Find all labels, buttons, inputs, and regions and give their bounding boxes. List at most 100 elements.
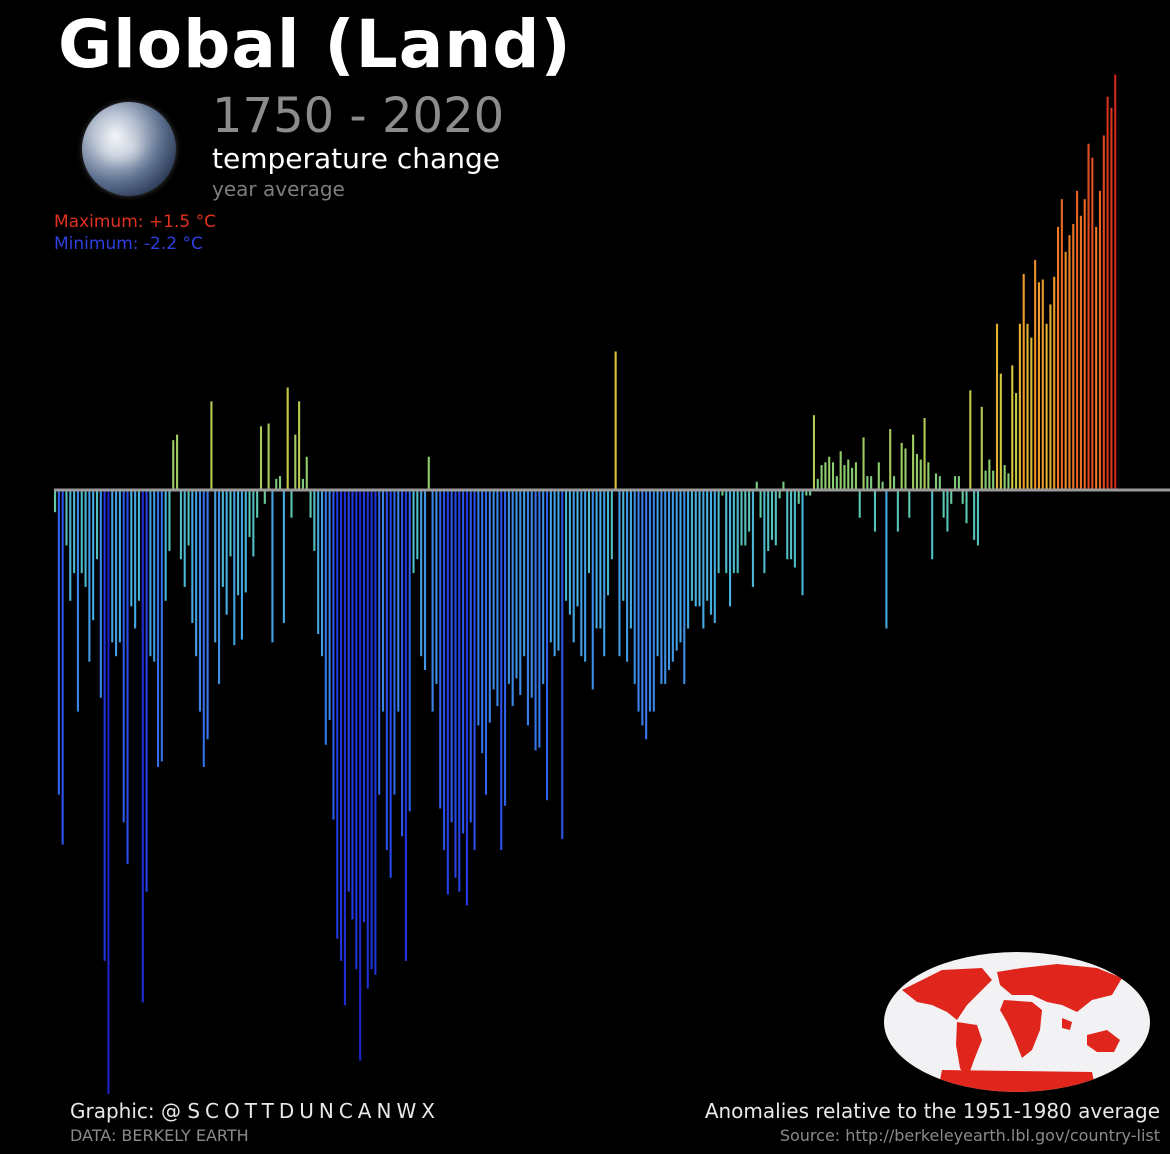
bar-1762 — [99, 490, 102, 698]
bar-1976 — [915, 453, 918, 490]
bar-1931 — [744, 490, 747, 546]
bar-1758 — [84, 490, 87, 587]
bar-1907 — [652, 490, 655, 712]
bar-1914 — [679, 490, 682, 643]
bar-2008 — [1037, 282, 1041, 490]
anomalies-note: Anomalies relative to the 1951-1980 aver… — [704, 1099, 1160, 1123]
bar-1847 — [423, 490, 427, 671]
bar-1925 — [721, 490, 724, 496]
bar-1902 — [633, 490, 636, 684]
bar-1836 — [381, 490, 385, 712]
bar-1753 — [65, 490, 68, 546]
bar-1851 — [439, 490, 442, 809]
bar-1949 — [812, 415, 816, 490]
bar-1826 — [343, 490, 346, 1006]
bar-2003 — [1018, 323, 1021, 490]
bar-1963 — [866, 476, 869, 490]
bar-1788 — [198, 490, 202, 712]
bar-1855 — [454, 490, 457, 878]
bar-1946 — [801, 490, 804, 596]
bar-1944 — [793, 490, 796, 568]
bar-1939 — [774, 490, 777, 546]
bar-1784 — [183, 490, 186, 587]
bar-1752 — [61, 490, 64, 845]
graphic-credit: Graphic: @ SCOTTDUNCANWX — [70, 1099, 440, 1123]
bar-2018 — [1076, 190, 1079, 490]
bar-1756 — [76, 490, 79, 712]
bar-1990 — [969, 390, 972, 490]
bar-1859 — [469, 490, 472, 823]
bar-1923 — [713, 490, 716, 623]
bar-1926 — [725, 490, 728, 574]
bar-1917 — [690, 490, 693, 601]
bar-1833 — [370, 490, 373, 970]
bar-1996 — [992, 470, 995, 490]
bar-1811 — [286, 387, 289, 490]
bar-1837 — [385, 490, 388, 851]
bar-1959 — [851, 467, 854, 490]
bar-1921 — [706, 490, 709, 601]
bar-1795 — [225, 490, 228, 615]
bar-1954 — [831, 462, 835, 490]
bar-2026 — [1106, 96, 1109, 490]
bar-1969 — [889, 429, 892, 490]
maximum-label: Maximum: +1.5 °C — [54, 212, 216, 232]
bar-1801 — [248, 490, 251, 538]
bar-1968 — [885, 490, 888, 629]
bar-1884 — [565, 490, 568, 601]
bar-1810 — [282, 490, 285, 623]
bar-1879 — [545, 490, 549, 801]
bar-1772 — [137, 490, 140, 601]
bar-1782 — [176, 434, 179, 490]
bar-1798 — [237, 490, 240, 596]
bar-1785 — [187, 490, 190, 546]
bar-1775 — [149, 490, 152, 657]
bar-1830 — [359, 490, 362, 1061]
minimum-label: Minimum: -2.2 °C — [54, 234, 203, 254]
bar-1852 — [442, 490, 446, 851]
chart-subtitle: temperature change — [212, 142, 500, 175]
bar-1790 — [206, 490, 209, 740]
bar-1817 — [309, 490, 312, 518]
bar-1886 — [572, 490, 575, 643]
bar-1858 — [465, 490, 468, 906]
bar-1948 — [809, 490, 812, 496]
bar-1750 — [54, 490, 57, 513]
bar-1972 — [900, 442, 903, 490]
bar-1940 — [778, 490, 781, 499]
bar-2025 — [1102, 135, 1105, 490]
bar-1881 — [553, 490, 556, 657]
bar-1894 — [603, 490, 606, 657]
bar-1870 — [511, 490, 514, 707]
bar-1892 — [595, 490, 598, 629]
bar-1983 — [942, 490, 945, 518]
bar-1986 — [954, 476, 957, 490]
bar-1883 — [561, 490, 564, 840]
bar-1767 — [118, 490, 121, 643]
bar-1922 — [709, 490, 713, 615]
bar-2024 — [1098, 190, 1102, 490]
bar-1856 — [458, 490, 461, 892]
bar-1765 — [111, 490, 114, 643]
bar-1918 — [694, 490, 697, 607]
bar-2001 — [1011, 365, 1014, 490]
bar-2013 — [1056, 226, 1060, 490]
bar-1970 — [893, 476, 896, 490]
bar-1791 — [210, 401, 213, 490]
bar-1806 — [267, 423, 270, 490]
bar-1845 — [416, 490, 419, 560]
bar-1877 — [538, 490, 541, 748]
bar-2009 — [1041, 279, 1044, 490]
bar-1863 — [484, 490, 488, 795]
bar-1978 — [923, 417, 926, 490]
bar-1888 — [580, 490, 583, 657]
bar-1796 — [229, 490, 232, 557]
bar-1835 — [378, 490, 381, 795]
bar-1989 — [965, 490, 968, 524]
bar-1957 — [843, 465, 846, 490]
bar-2012 — [1053, 276, 1056, 490]
bar-1977 — [919, 459, 922, 490]
bar-1952 — [824, 462, 827, 490]
bar-1868 — [504, 490, 507, 806]
bar-1816 — [305, 456, 308, 490]
